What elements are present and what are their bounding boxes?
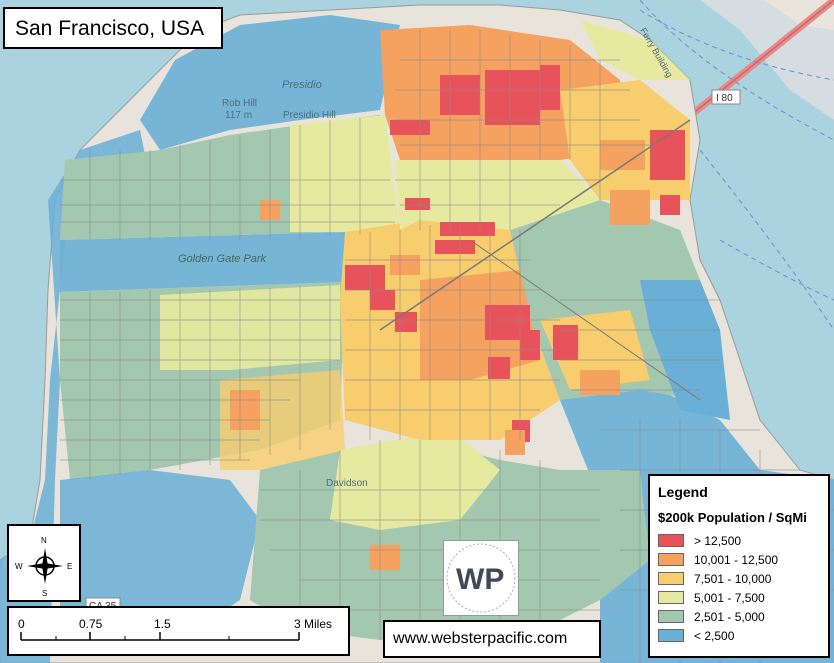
treasure-island [765, 0, 834, 30]
compass-n: N [41, 536, 47, 545]
dogpatch [640, 280, 730, 420]
legend-item: 5,001 - 7,500 [658, 588, 820, 607]
legend-items: > 12,500 10,001 - 12,500 7,501 - 10,000 5,0… [658, 531, 820, 645]
map-title: San Francisco, USA [3, 7, 223, 49]
portola [560, 470, 650, 600]
legend-item: 2,501 - 5,000 [658, 607, 820, 626]
ferry-route [719, 239, 834, 301]
telegraph-hill [580, 20, 690, 80]
compass-w: W [15, 562, 23, 571]
webster-pacific-logo: WP [443, 540, 519, 616]
outer-mission [330, 430, 500, 530]
legend-label: 10,001 - 12,500 [694, 552, 779, 567]
ferry-route [699, 149, 834, 331]
legend-swatch [658, 610, 684, 623]
legend-item: 7,501 - 10,000 [658, 569, 820, 588]
legend-subtitle: $200k Population / SqMi [658, 510, 807, 525]
label-golden-gate-park: Golden Gate Park [178, 253, 267, 265]
legend-title: Legend [658, 484, 708, 500]
label-presidio: Presidio [282, 79, 322, 91]
legend-swatch [658, 629, 684, 642]
legend-swatch [658, 572, 684, 585]
legend-label: 7,501 - 10,000 [694, 571, 772, 586]
label-rob-hill-elev: 117 m [225, 110, 252, 121]
inner-sunset [160, 285, 340, 370]
label-presidio-hill: Presidio Hill [283, 110, 336, 121]
scale-tick-3: 3 Miles [294, 617, 332, 631]
diagonal-street [469, 239, 701, 401]
i80-shield [711, 89, 741, 105]
compass-e: E [67, 562, 72, 571]
scale-tick-2: 1.5 [154, 617, 171, 631]
legend-label: 5,001 - 7,500 [694, 590, 765, 605]
compass-rose: N S E W [7, 524, 81, 602]
hotspots [345, 65, 685, 442]
market-street [379, 119, 691, 331]
golden-gate-park-area [60, 232, 345, 292]
logo-text: WP [456, 563, 504, 596]
label-i80: I 80 [716, 93, 733, 104]
legend-item: 10,001 - 12,500 [658, 550, 820, 569]
legend-swatch [658, 534, 684, 547]
legend-swatch [658, 591, 684, 604]
legend-label: > 12,500 [694, 533, 742, 548]
scale-tick-0: 0 [18, 617, 25, 631]
label-davidson: Davidson [326, 478, 368, 489]
legend-label: 2,501 - 5,000 [694, 609, 765, 624]
inner-richmond [290, 115, 400, 232]
compass-icon: N S E W [15, 536, 72, 598]
western-addition [395, 160, 600, 230]
scale-bar: 0 0.75 1.5 3 Miles [7, 606, 350, 656]
compass-s: S [42, 589, 47, 598]
legend: Legend $200k Population / SqMi > 12,500 1… [648, 474, 830, 658]
legend-swatch [658, 553, 684, 566]
scale-tick-1: 0.75 [79, 617, 103, 631]
legend-label: < 2,500 [694, 628, 735, 643]
label-rob-hill: Rob Hill [222, 98, 257, 109]
legend-item: < 2,500 [658, 626, 820, 645]
website-url: www.websterpacific.com [383, 620, 601, 658]
legend-item: > 12,500 [658, 531, 820, 550]
